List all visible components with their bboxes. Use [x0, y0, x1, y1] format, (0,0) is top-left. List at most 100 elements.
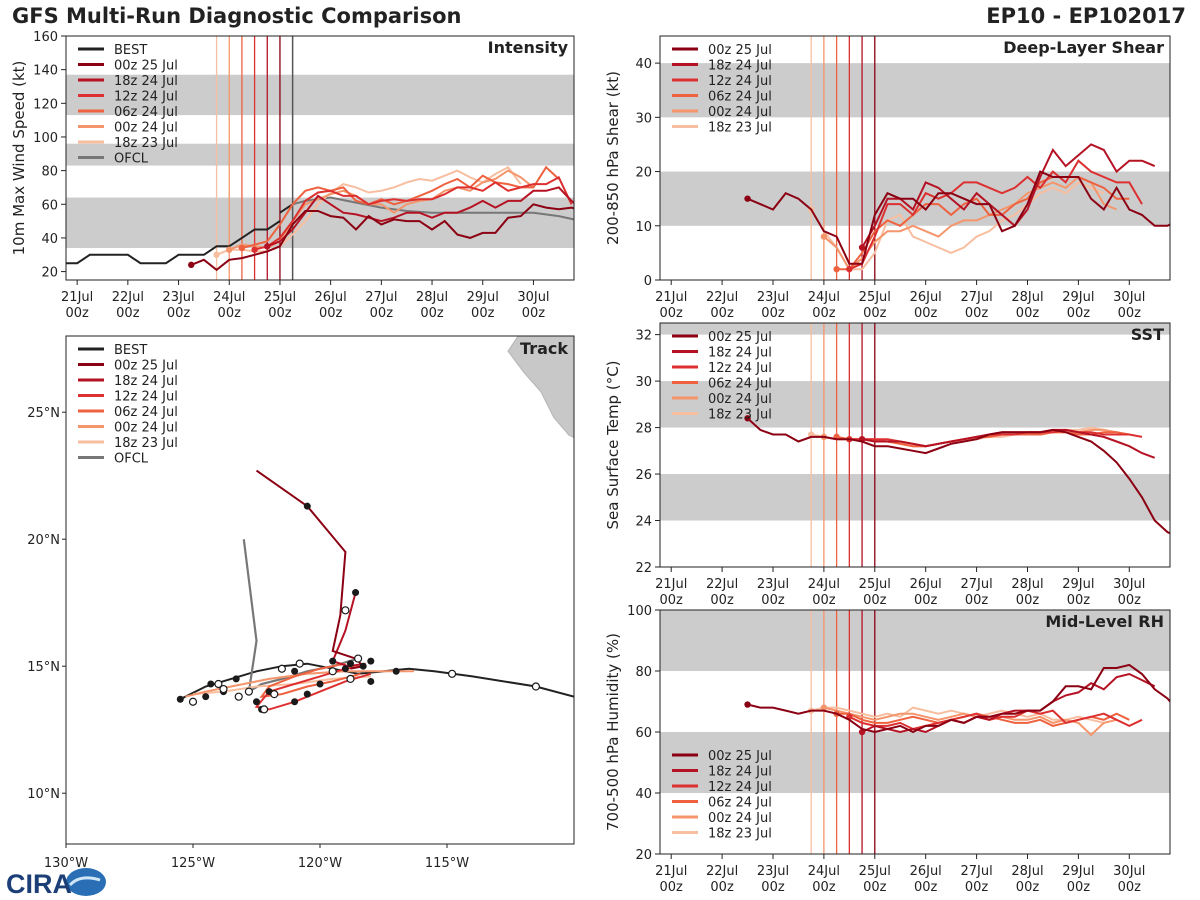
sst-ytick-label: 28	[635, 422, 652, 437]
shear-ytick-label: 20	[635, 166, 652, 181]
intensity-xtick-label: 28Jul	[416, 290, 448, 305]
sst-ytick-label: 26	[635, 468, 652, 483]
track-position-dot	[202, 693, 210, 701]
sst-legend-label: 18z 24 Jul	[708, 346, 772, 361]
intensity-ytick-label: 20	[41, 266, 58, 281]
sst-xtick-label: 21Jul	[655, 577, 687, 592]
rh-xtick-label: 24Jul	[808, 864, 840, 879]
page-title: GFS Multi-Run Diagnostic Comparison	[12, 4, 462, 28]
intensity-run-start-dot	[251, 246, 258, 253]
intensity-xtick-label: 24Jul	[213, 290, 245, 305]
track-xtick-label: 115°W	[425, 856, 469, 871]
sst-xtick-sublabel: 00z	[863, 593, 887, 608]
intensity-xtick-sublabel: 00z	[471, 306, 495, 321]
track-position-open-dot	[188, 697, 198, 706]
land-mass	[507, 336, 574, 439]
shear-xtick-sublabel: 00z	[863, 306, 887, 321]
shear-legend-label: 18z 24 Jul	[708, 59, 772, 74]
intensity-run-line	[266, 186, 574, 248]
rh-xtick-sublabel: 00z	[1118, 880, 1142, 895]
sst-ylabel: Sea Surface Temp (°C)	[604, 360, 622, 529]
sst-xtick-sublabel: 00z	[812, 593, 836, 608]
track-position-dot	[367, 657, 375, 665]
rh-xtick-label: 27Jul	[960, 864, 992, 879]
rh-run-start-dot	[858, 728, 866, 736]
sst-legend-label: 06z 24 Jul	[708, 377, 772, 392]
track-position-open-dot	[270, 690, 279, 699]
rh-legend-label: 00z 25 Jul	[708, 749, 772, 764]
shear-ytick-label: 0	[644, 274, 652, 289]
cira-logo-text: CIRA	[6, 869, 72, 898]
shear-xtick-label: 27Jul	[960, 290, 992, 305]
rh-band	[660, 610, 1170, 671]
intensity-frame	[65, 35, 575, 281]
rh-xtick-sublabel: 00z	[1067, 880, 1091, 895]
track-position-open-dot	[219, 684, 228, 694]
rh-xtick-label: 22Jul	[706, 864, 738, 879]
shear-xtick-sublabel: 00z	[914, 306, 938, 321]
intensity-ytick-label: 120	[33, 97, 58, 112]
rh-legend-label: 18z 23 Jul	[708, 827, 772, 842]
track-legend-label: BEST	[114, 343, 147, 358]
intensity-xtick-sublabel: 00z	[370, 306, 394, 321]
sst-legend-label: 12z 24 Jul	[708, 361, 772, 376]
rh-xtick-label: 28Jul	[1011, 864, 1043, 879]
rh-xtick-sublabel: 00z	[812, 880, 836, 895]
intensity-ytick-label: 60	[41, 198, 58, 213]
cira-logo: CIRA	[6, 868, 106, 898]
track-legend-label: 00z 25 Jul	[114, 359, 178, 374]
track-position-dot	[291, 698, 299, 706]
track-legend-label: 18z 23 Jul	[114, 436, 178, 451]
sst-xtick-sublabel: 00z	[660, 593, 684, 608]
shear-title: Deep-Layer Shear	[1003, 38, 1164, 57]
intensity-ytick-label: 80	[41, 165, 58, 180]
sst-xtick-sublabel: 00z	[710, 593, 734, 608]
track-position-dot	[392, 667, 400, 675]
intensity-band	[66, 143, 574, 166]
rh-plot-area	[660, 610, 1170, 854]
shear-xtick-sublabel: 00z	[710, 306, 734, 321]
sst-xtick-label: 29Jul	[1062, 577, 1094, 592]
rh-run-line	[861, 672, 1156, 734]
shear-xtick-sublabel: 00z	[1016, 306, 1040, 321]
intensity-legend-label: 06z 24 Jul	[114, 105, 178, 120]
track-position-dot	[207, 680, 215, 688]
rh-run-line	[747, 663, 1170, 734]
sst-band	[660, 323, 1170, 335]
track-position-dot	[316, 680, 324, 688]
track-position-dot	[359, 662, 367, 670]
rh-run-start-dot	[744, 701, 751, 708]
intensity-ytick-label: 100	[33, 131, 58, 146]
shear-xtick-label: 22Jul	[706, 290, 738, 305]
shear-ytick-label: 40	[635, 57, 652, 72]
intensity-xtick-sublabel: 00z	[218, 306, 242, 321]
shear-legend-label: 00z 25 Jul	[708, 43, 772, 58]
rh-panel: 2040608010021Jul00z22Jul00z23Jul00z24Jul…	[604, 604, 1171, 895]
shear-run-line	[810, 181, 1105, 271]
rh-xtick-sublabel: 00z	[761, 880, 785, 895]
sst-title: SST	[1131, 325, 1164, 344]
shear-xtick-label: 24Jul	[808, 290, 840, 305]
intensity-legend-label: 00z 25 Jul	[114, 59, 178, 74]
shear-panel: 01020304021Jul00z22Jul00z23Jul00z24Jul00…	[604, 35, 1171, 321]
track-position-dot	[346, 660, 354, 668]
shear-run-start-dot	[820, 233, 828, 240]
intensity-run-start-dot	[188, 261, 195, 269]
rh-xtick-sublabel: 00z	[914, 880, 938, 895]
shear-xtick-label: 29Jul	[1062, 290, 1094, 305]
intensity-legend-label: 00z 24 Jul	[114, 121, 178, 136]
intensity-xtick-label: 27Jul	[365, 290, 397, 305]
track-position-dot	[291, 667, 299, 675]
rh-xtick-label: 26Jul	[910, 864, 942, 879]
intensity-run-start-dot	[264, 243, 271, 250]
shear-run-line	[848, 159, 1143, 271]
shear-xtick-label: 25Jul	[859, 290, 891, 305]
track-position-open-dot	[341, 606, 350, 615]
rh-ylabel: 700-500 hPa Humidity (%)	[604, 633, 622, 831]
shear-legend-label: 18z 23 Jul	[708, 121, 772, 136]
track-legend-label: 12z 24 Jul	[114, 390, 178, 405]
track-run-line	[192, 675, 371, 696]
sst-xtick-label: 22Jul	[706, 577, 738, 592]
intensity-best-line	[66, 220, 281, 265]
